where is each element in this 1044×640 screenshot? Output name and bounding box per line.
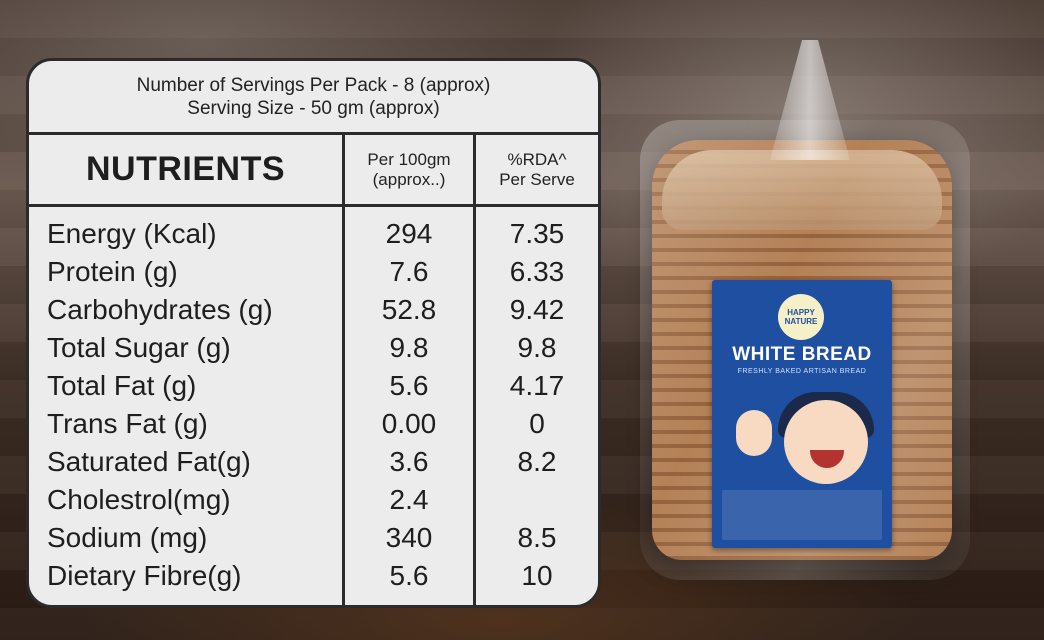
serving-info: Number of Servings Per Pack - 8 (approx)… [29, 61, 598, 135]
mascot-face [784, 400, 868, 484]
per100-value: 5.6 [389, 370, 429, 401]
rda-value: 10 [521, 560, 553, 591]
per100-value: 52.8 [381, 294, 437, 325]
per100-header: Per 100gm (approx..) [342, 135, 473, 204]
rda-header-line2: Per Serve [499, 169, 575, 189]
rda-column: 7.35 6.33 9.42 9.8 4.17 0 8.2 8.5 10 [473, 207, 598, 605]
nutrient-name: Trans Fat (g) [47, 408, 208, 439]
rda-value [476, 481, 598, 519]
rda-header-line1: %RDA^ [507, 149, 567, 169]
per100-value: 340 [385, 522, 433, 553]
nutrition-card: Number of Servings Per Pack - 8 (approx)… [26, 58, 601, 608]
per100-header-line1: Per 100gm [367, 149, 451, 169]
nutrient-name: Carbohydrates (g) [47, 294, 273, 325]
serving-size: Serving Size - 50 gm (approx) [187, 97, 440, 119]
per100-value: 294 [385, 218, 433, 249]
rda-value: 8.5 [517, 522, 557, 553]
rda-value: 0 [529, 408, 545, 439]
rda-value: 9.8 [517, 332, 557, 363]
bread-crust [662, 150, 942, 230]
rda-value: 7.35 [509, 218, 565, 249]
per100-value: 3.6 [389, 446, 429, 477]
label-info-panel [722, 490, 882, 540]
nutrient-name: Total Sugar (g) [47, 332, 231, 363]
rda-value: 4.17 [509, 370, 565, 401]
nutrient-name: Saturated Fat(g) [47, 446, 251, 477]
rda-value: 9.42 [509, 294, 565, 325]
rda-value: 6.33 [509, 256, 565, 287]
per100-column: 294 7.6 52.8 9.8 5.6 0.00 3.6 2.4 340 5.… [342, 207, 473, 605]
rda-value: 8.2 [517, 446, 557, 477]
product-tagline: FRESHLY BAKED ARTISAN BREAD [737, 368, 867, 375]
rda-header: %RDA^ Per Serve [473, 135, 598, 204]
nutrient-names-column: Energy (Kcal) Protein (g) Carbohydrates … [29, 207, 342, 605]
nutrient-name: Energy (Kcal) [47, 218, 217, 249]
nutrients-header: NUTRIENTS [85, 150, 286, 188]
nutrient-name: Sodium (mg) [47, 522, 208, 553]
mascot-hand [736, 410, 772, 456]
per100-value: 9.8 [389, 332, 429, 363]
product-name: WHITE BREAD [732, 344, 872, 365]
mascot-mouth [810, 450, 844, 468]
brand-logo: HAPPY NATURE [778, 294, 824, 340]
table-body: Energy (Kcal) Protein (g) Carbohydrates … [29, 207, 598, 605]
per100-value: 5.6 [389, 560, 429, 591]
servings-per-pack: Number of Servings Per Pack - 8 (approx) [136, 74, 491, 96]
nutrient-name: Protein (g) [47, 256, 178, 287]
nutrient-name: Dietary Fibre(g) [47, 560, 242, 591]
per100-value: 0.00 [381, 408, 437, 439]
per100-value: 7.6 [389, 256, 429, 287]
nutrient-name: Cholestrol(mg) [47, 484, 231, 515]
per100-value: 2.4 [389, 484, 429, 515]
table-header: NUTRIENTS Per 100gm (approx..) %RDA^ Per… [29, 135, 598, 207]
product-label: HAPPY NATURE WHITE BREAD FRESHLY BAKED A… [712, 280, 892, 548]
per100-header-line2: (approx..) [372, 169, 446, 189]
nutrient-name: Total Fat (g) [47, 370, 197, 401]
